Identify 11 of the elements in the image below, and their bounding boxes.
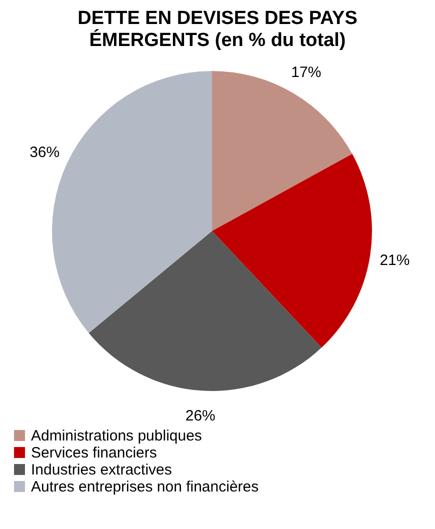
legend-label: Administrations publiques — [31, 428, 202, 444]
legend-label: Services financiers — [31, 444, 157, 462]
pie-slice — [212, 154, 372, 348]
chart-title: DETTE EN DEVISES DES PAYS ÉMERGENTS (en % du total) — [76, 8, 358, 52]
data-label: 17% — [291, 64, 322, 81]
data-label: 26% — [185, 408, 216, 425]
data-label: 36% — [30, 144, 60, 162]
legend-label: Industries extractives — [31, 462, 172, 478]
pie-slice — [88, 231, 322, 391]
legend-label: Autres entreprises non financières — [31, 478, 259, 496]
data-label: 21% — [380, 252, 410, 269]
